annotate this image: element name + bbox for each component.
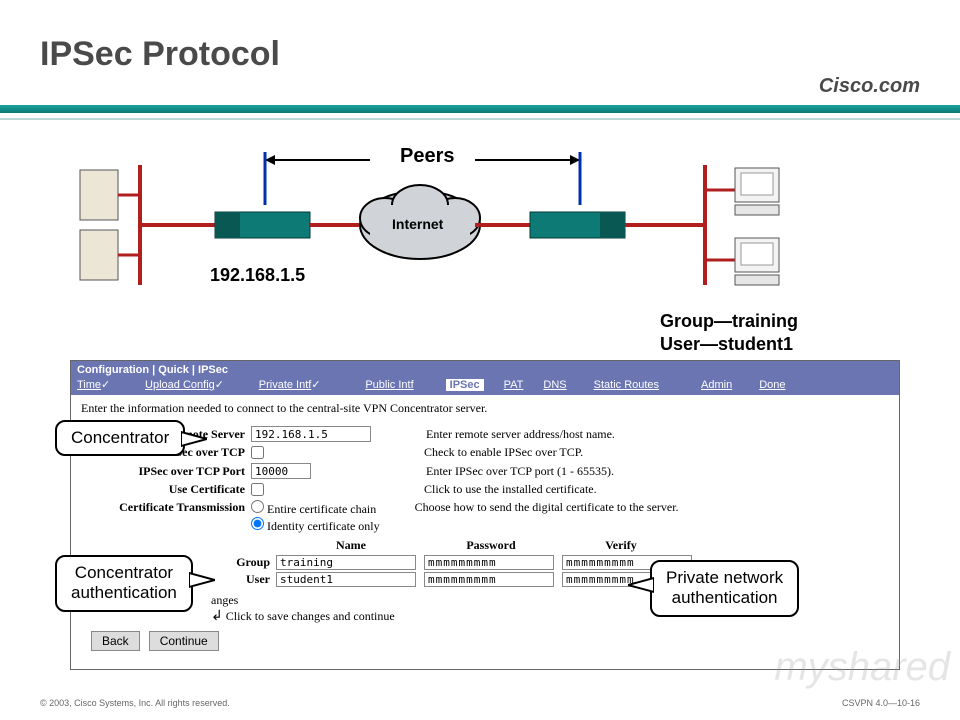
ipsec-tcp-checkbox[interactable] <box>251 446 264 459</box>
footer-right: CSVPN 4.0—10-16 <box>842 698 920 708</box>
header-bar <box>0 105 960 113</box>
ipsec-port-input[interactable] <box>251 463 311 479</box>
nav-routes[interactable]: Static Routes <box>594 379 659 391</box>
continue-button[interactable]: Continue <box>149 631 219 651</box>
cert-opt2-label: Identity certificate only <box>267 519 380 533</box>
group-name-input[interactable] <box>276 555 416 570</box>
config-panel: Configuration | Quick | IPSec Time Uploa… <box>70 360 900 670</box>
save-icon[interactable]: ↲ <box>211 609 223 624</box>
nav-done[interactable]: Done <box>759 379 785 391</box>
panel-nav: Configuration | Quick | IPSec Time Uploa… <box>71 361 899 395</box>
cert-trans-help: Choose how to send the digital certifica… <box>415 500 679 515</box>
ipsec-port-label: IPSec over TCP Port <box>81 464 251 479</box>
internet-label: Internet <box>392 216 443 232</box>
use-cert-label: Use Certificate <box>81 482 251 497</box>
network-diagram: Peers Internet 192.168.1.5 Group—trainin… <box>70 150 850 340</box>
nav-time[interactable]: Time <box>77 378 113 391</box>
user-name-input[interactable] <box>276 572 416 587</box>
ip-label: 192.168.1.5 <box>210 265 305 286</box>
header-thin-line <box>0 118 960 120</box>
cert-opt1-label: Entire certificate chain <box>267 502 376 516</box>
col-verify: Verify <box>556 538 686 553</box>
back-button[interactable]: Back <box>91 631 140 651</box>
remote-server-input[interactable] <box>251 426 371 442</box>
user-row-label: User <box>221 572 276 587</box>
nav-dns[interactable]: DNS <box>543 379 566 391</box>
group-row-label: Group <box>221 555 276 570</box>
nav-public[interactable]: Public Intf <box>365 379 413 391</box>
ipsec-tcp-help: Check to enable IPSec over TCP. <box>424 445 583 460</box>
nav-pat[interactable]: PAT <box>504 379 524 391</box>
callout-conc-auth: Concentrator authentication <box>55 555 193 612</box>
callout-private-auth: Private network authentication <box>650 560 799 617</box>
user-label: User—student1 <box>660 333 798 356</box>
cert-opt1-radio[interactable] <box>251 500 264 513</box>
cert-opt2-radio[interactable] <box>251 517 264 530</box>
ipsec-port-help: Enter IPSec over TCP port (1 - 65535). <box>426 464 614 479</box>
use-cert-help: Click to use the installed certificate. <box>424 482 597 497</box>
nav-ipsec[interactable]: IPSec <box>446 379 484 391</box>
cert-trans-label: Certificate Transmission <box>81 500 251 515</box>
intro-text: Enter the information needed to connect … <box>81 401 889 416</box>
col-name: Name <box>276 538 426 553</box>
slide-title: IPSec Protocol <box>40 35 280 74</box>
save-text-partial: anges <box>211 593 238 607</box>
group-label: Group—training <box>660 310 798 333</box>
nav-admin[interactable]: Admin <box>701 379 732 391</box>
nav-private[interactable]: Private Intf <box>259 378 324 391</box>
user-password-input[interactable] <box>424 572 554 587</box>
remote-server-help: Enter remote server address/host name. <box>426 427 615 442</box>
footer-left: © 2003, Cisco Systems, Inc. All rights r… <box>40 698 230 708</box>
callout-concentrator: Concentrator <box>55 420 185 456</box>
peers-label: Peers <box>400 145 455 168</box>
col-password: Password <box>426 538 556 553</box>
breadcrumb: Configuration | Quick | IPSec <box>77 364 893 376</box>
save-text: Click to save changes and continue <box>226 609 395 623</box>
nav-upload[interactable]: Upload Config <box>145 378 227 391</box>
group-password-input[interactable] <box>424 555 554 570</box>
use-cert-checkbox[interactable] <box>251 483 264 496</box>
cisco-logo: Cisco.com <box>819 75 920 98</box>
